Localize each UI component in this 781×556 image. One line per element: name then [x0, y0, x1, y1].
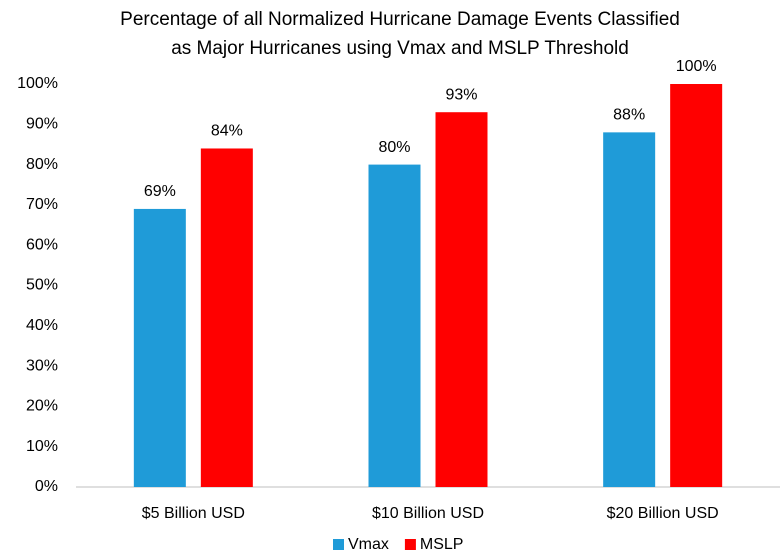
legend-swatch: [404, 539, 416, 550]
chart-title: as Major Hurricanes using Vmax and MSLP …: [171, 38, 629, 59]
value-label: 100%: [676, 58, 717, 75]
y-tick-label: 0%: [35, 478, 58, 495]
x-tick-label: $5 Billion USD: [142, 505, 245, 522]
legend-swatch: [333, 539, 344, 550]
y-tick-label: 10%: [26, 438, 58, 455]
bar: [133, 208, 186, 487]
legend-label: Vmax: [348, 536, 389, 553]
y-tick-label: 60%: [26, 236, 58, 253]
chart-title: Percentage of all Normalized Hurricane D…: [120, 9, 680, 30]
value-label: 88%: [613, 107, 645, 124]
bar: [368, 164, 421, 487]
x-tick-label: $10 Billion USD: [372, 505, 484, 522]
legend-label: MSLP: [420, 536, 464, 553]
value-label: 84%: [211, 123, 243, 140]
value-label: 93%: [445, 86, 477, 103]
y-tick-label: 50%: [26, 277, 58, 294]
bar: [435, 112, 488, 488]
value-label: 80%: [378, 139, 410, 156]
y-tick-label: 40%: [26, 317, 58, 334]
bar: [670, 84, 723, 487]
bar: [200, 148, 253, 488]
value-label: 69%: [144, 183, 176, 200]
y-tick-label: 70%: [26, 196, 58, 213]
bar: [603, 132, 656, 488]
y-tick-label: 90%: [26, 116, 58, 133]
y-tick-label: 30%: [26, 357, 58, 374]
y-tick-label: 100%: [17, 75, 58, 92]
x-tick-label: $20 Billion USD: [607, 505, 719, 522]
y-tick-label: 20%: [26, 398, 58, 415]
y-tick-label: 80%: [26, 156, 58, 173]
